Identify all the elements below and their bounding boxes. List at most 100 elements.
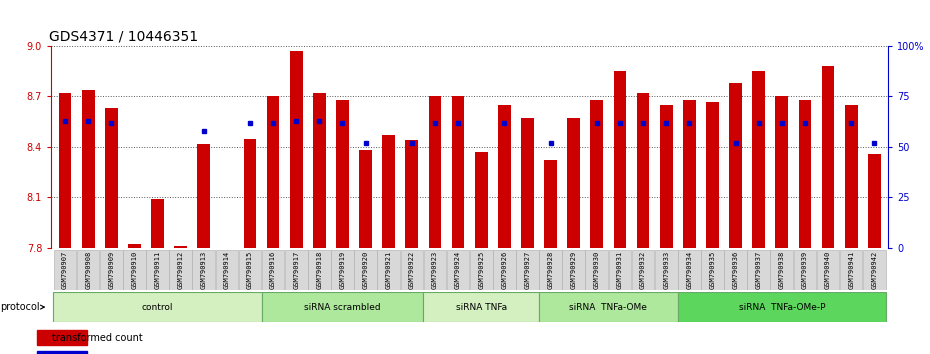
Text: GSM790937: GSM790937 [756,251,762,289]
Bar [336,100,349,248]
Bar [308,250,331,290]
Text: GSM790908: GSM790908 [86,251,91,289]
Bar [197,143,210,248]
Text: GSM790939: GSM790939 [802,251,808,289]
Bar [37,351,87,354]
Text: protocol: protocol [0,302,40,312]
Text: GDS4371 / 10446351: GDS4371 / 10446351 [49,29,199,44]
Bar [37,330,87,345]
Text: GSM790920: GSM790920 [363,251,368,289]
Bar [683,100,696,248]
Bar [216,250,238,290]
Bar [840,250,862,290]
Text: siRNA  TNFa-OMe: siRNA TNFa-OMe [569,303,647,312]
Bar [706,102,719,248]
Bar [174,246,187,248]
Text: siRNA scrambled: siRNA scrambled [304,303,380,312]
Bar [539,250,562,290]
Bar [678,250,700,290]
Bar [239,250,261,290]
Text: GSM790912: GSM790912 [178,251,183,289]
Text: GSM790942: GSM790942 [871,251,877,289]
Bar [53,292,261,322]
Bar [313,93,326,248]
Bar [591,100,604,248]
Text: GSM790941: GSM790941 [848,251,854,289]
Bar [105,108,117,248]
Text: GSM790928: GSM790928 [548,251,553,289]
Text: GSM790921: GSM790921 [386,251,392,289]
Bar [54,250,76,290]
Bar [100,250,123,290]
Bar [539,292,678,322]
Text: GSM790917: GSM790917 [293,251,299,289]
Bar [563,250,585,290]
Bar [382,135,395,248]
Text: transformed count: transformed count [52,332,142,343]
Bar [770,250,793,290]
Bar [678,292,886,322]
Bar [378,250,400,290]
Text: GSM790909: GSM790909 [108,251,114,289]
Bar [401,250,423,290]
Bar [868,154,881,248]
Bar [586,250,608,290]
Bar [817,250,840,290]
Bar [844,105,857,248]
Bar [424,250,446,290]
Bar [429,97,442,248]
Bar [59,93,72,248]
Text: GSM790934: GSM790934 [686,251,692,289]
Bar [123,250,146,290]
Bar [470,250,493,290]
Bar [608,250,631,290]
Bar [863,250,885,290]
Text: GSM790929: GSM790929 [571,251,577,289]
Bar [405,140,419,248]
Bar [724,250,747,290]
Text: siRNA  TNFa-OMe-P: siRNA TNFa-OMe-P [738,303,825,312]
Bar [752,71,765,248]
Text: GSM790933: GSM790933 [663,251,670,289]
Bar [423,292,539,322]
Text: GSM790910: GSM790910 [131,251,138,289]
Bar [822,66,834,248]
Bar [152,199,164,248]
Bar [493,250,515,290]
Bar [793,250,817,290]
Bar [146,250,169,290]
Bar [655,250,678,290]
Text: GSM790907: GSM790907 [62,251,68,289]
Bar [452,97,464,248]
Text: control: control [141,303,173,312]
Text: GSM790940: GSM790940 [825,251,831,289]
Bar [475,152,487,248]
Bar [498,105,511,248]
Text: GSM790936: GSM790936 [733,251,738,289]
Text: GSM790938: GSM790938 [778,251,785,289]
Bar [637,93,649,248]
Bar [631,250,655,290]
Bar [244,138,257,248]
Bar [776,97,788,248]
Bar [359,150,372,248]
Text: GSM790930: GSM790930 [594,251,600,289]
Bar [77,250,100,290]
Bar [193,250,215,290]
Text: GSM790926: GSM790926 [501,251,508,289]
Bar [169,250,192,290]
Text: GSM790922: GSM790922 [409,251,415,289]
Text: GSM790924: GSM790924 [455,251,461,289]
Bar [261,292,423,322]
Text: GSM790914: GSM790914 [224,251,230,289]
Bar [285,250,308,290]
Bar [729,83,742,248]
Text: GSM790916: GSM790916 [270,251,276,289]
Bar [701,250,724,290]
Bar [446,250,470,290]
Bar [261,250,285,290]
Text: GSM790911: GSM790911 [154,251,161,289]
Bar [748,250,770,290]
Text: GSM790913: GSM790913 [201,251,206,289]
Text: GSM790925: GSM790925 [478,251,485,289]
